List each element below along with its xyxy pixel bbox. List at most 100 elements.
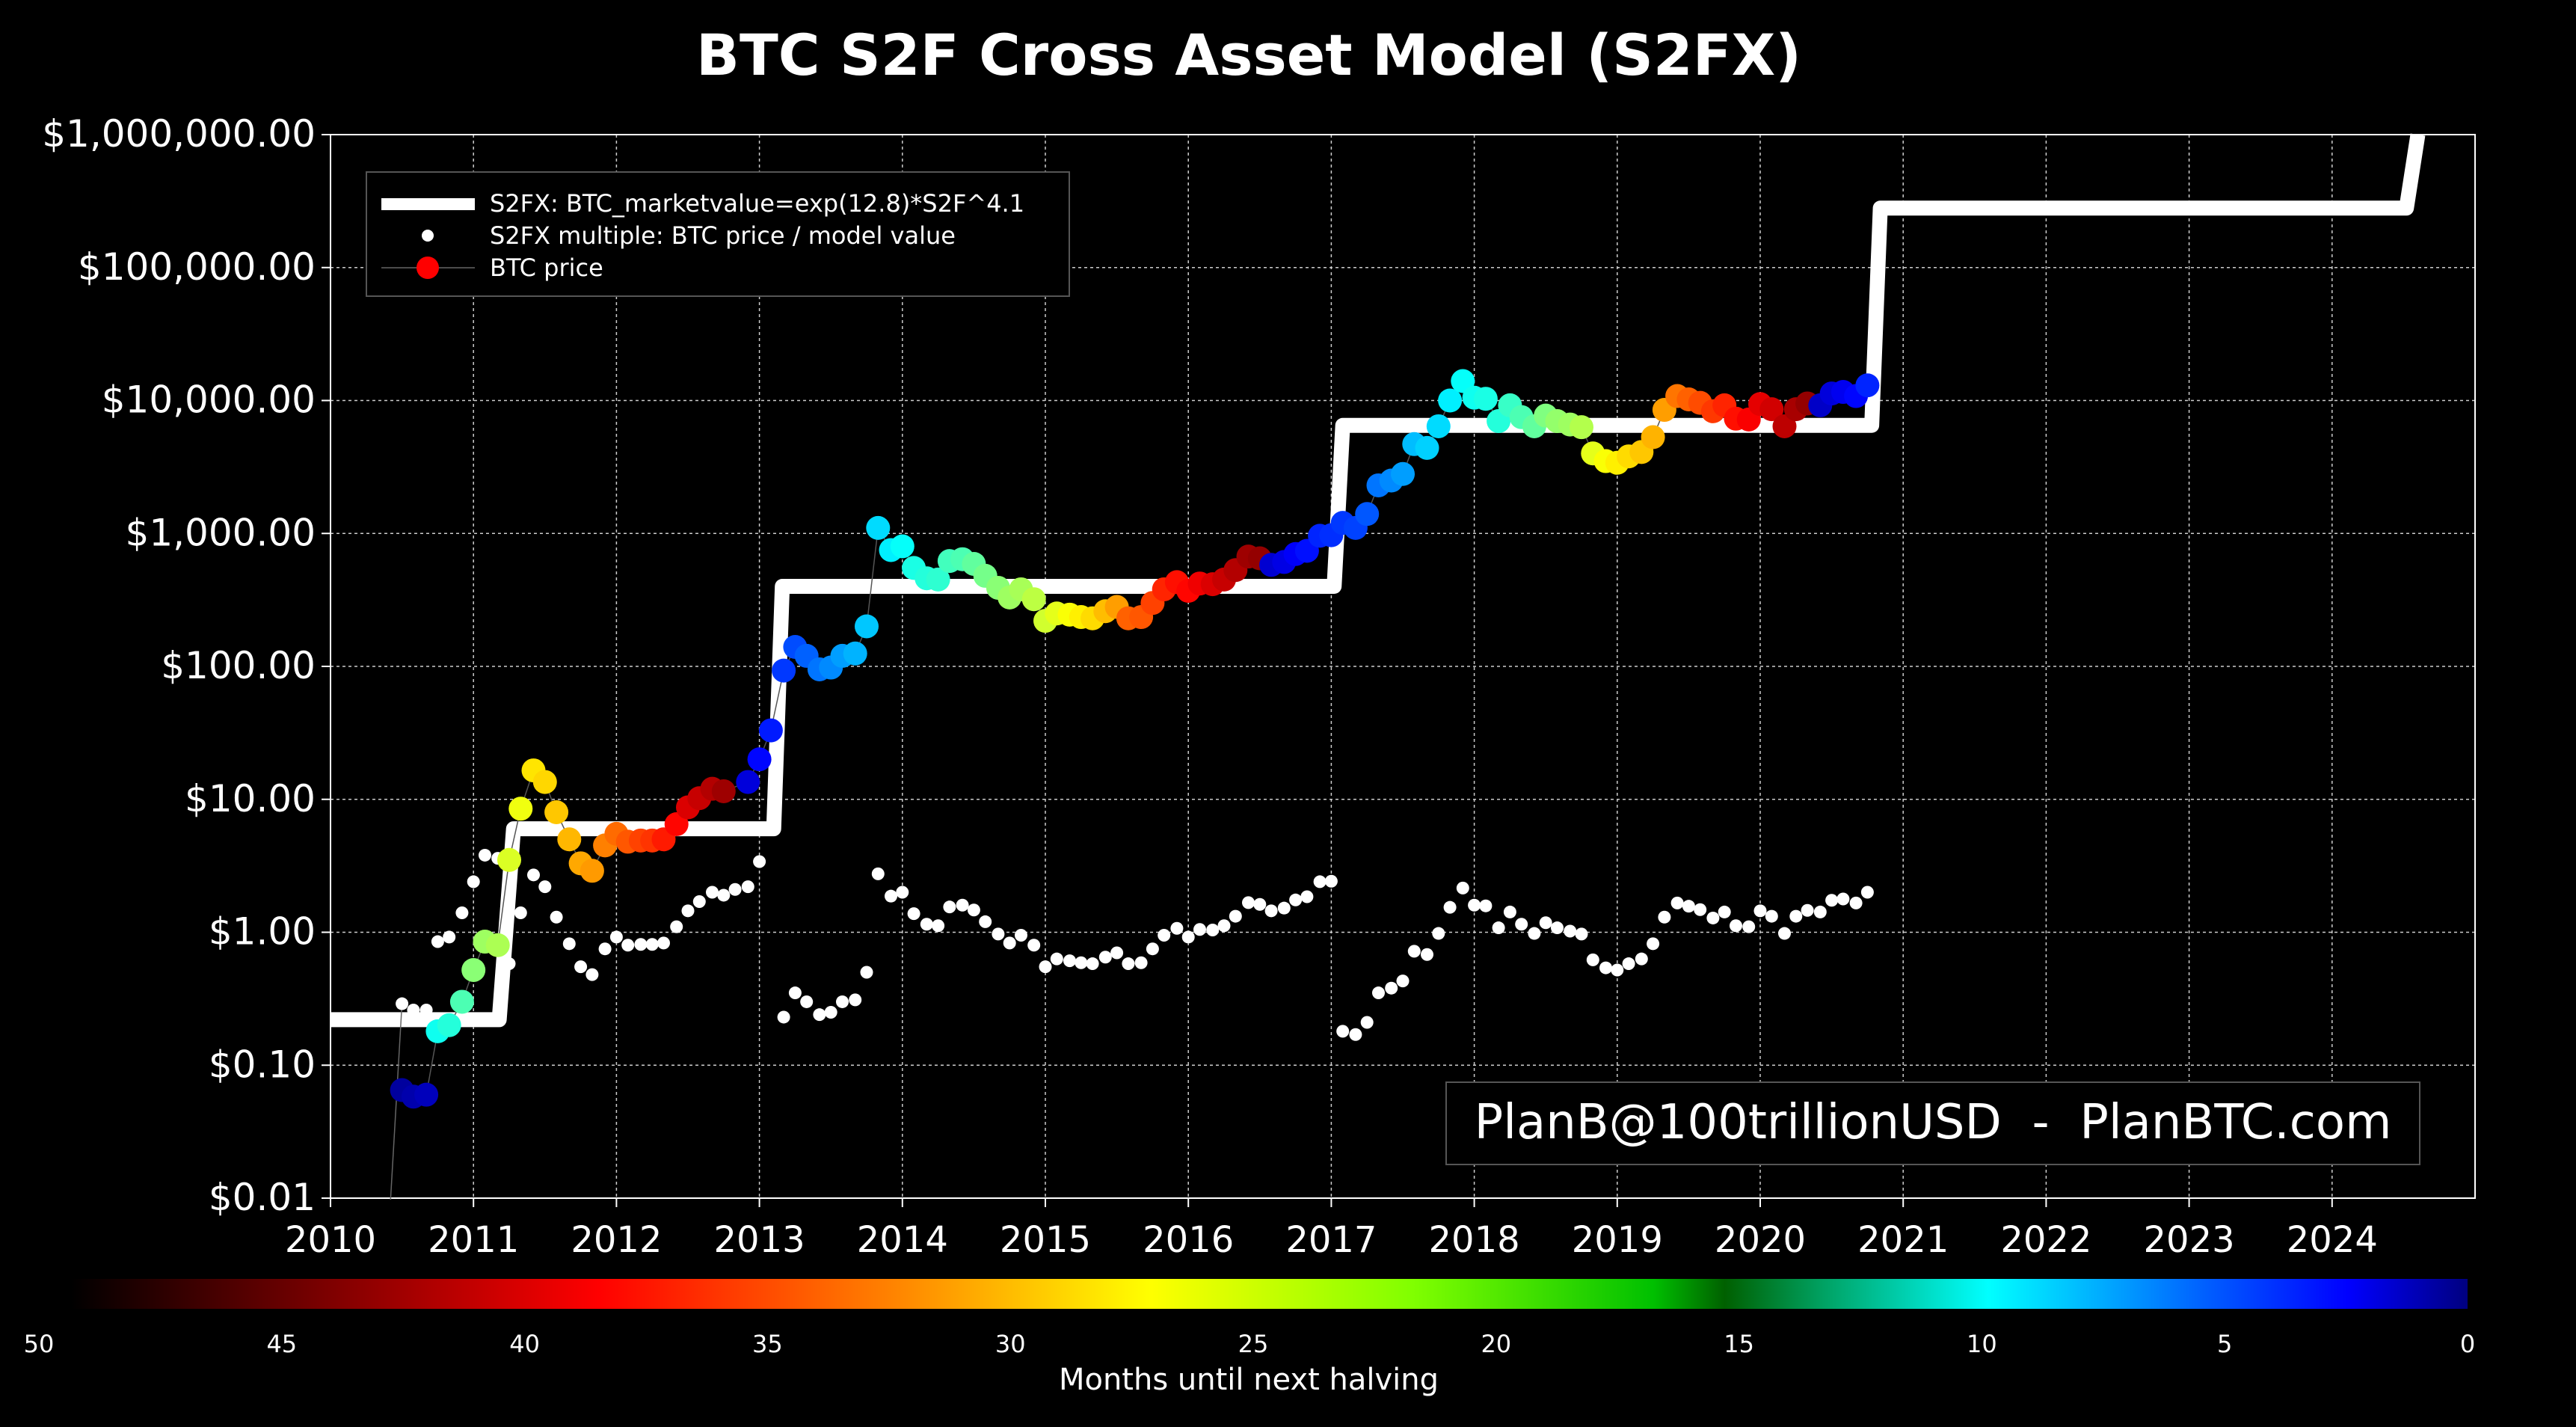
multiple-point bbox=[1515, 918, 1528, 931]
colorbar-label: Months until next halving bbox=[1059, 1363, 1439, 1397]
x-tick-label: 2019 bbox=[1572, 1219, 1663, 1261]
price-point bbox=[1759, 397, 1784, 422]
multiple-point bbox=[550, 910, 563, 924]
multiple-point bbox=[1778, 927, 1792, 940]
multiple-point bbox=[1098, 951, 1112, 964]
watermark: PlanB@100trillionUSD - PlanBTC.com bbox=[1445, 1081, 2420, 1165]
multiple-point bbox=[1181, 930, 1195, 944]
multiple-point bbox=[455, 906, 469, 920]
price-point bbox=[1426, 414, 1451, 438]
x-tick-label: 2020 bbox=[1715, 1219, 1806, 1261]
y-tick-label: $0.10 bbox=[209, 1043, 316, 1086]
x-tick-label: 2023 bbox=[2144, 1219, 2235, 1261]
legend-box bbox=[366, 171, 1070, 297]
price-point bbox=[1641, 425, 1665, 449]
multiple-point bbox=[1599, 961, 1613, 975]
price-point bbox=[1021, 587, 1046, 612]
multiple-point bbox=[777, 1010, 790, 1024]
legend-label-multiple: S2FX multiple: BTC price / model value bbox=[490, 221, 956, 250]
price-layer bbox=[390, 369, 1880, 1109]
model-step-line bbox=[331, 133, 2426, 1028]
multiple-point bbox=[1789, 909, 1803, 923]
multiple-point bbox=[1682, 900, 1695, 913]
multiple-point bbox=[1421, 948, 1434, 961]
chart-title: BTC S2F Cross Asset Model (S2FX) bbox=[696, 22, 1801, 88]
x-tick-label: 2017 bbox=[1285, 1219, 1377, 1261]
multiple-point bbox=[502, 957, 516, 971]
multiple-point bbox=[907, 907, 920, 921]
x-tick-label: 2011 bbox=[428, 1219, 519, 1261]
x-tick-label: 2022 bbox=[2000, 1219, 2091, 1261]
multiple-point bbox=[956, 898, 969, 912]
multiple-point bbox=[1027, 939, 1041, 952]
colorbar-tick-label: 25 bbox=[1238, 1330, 1269, 1358]
multiple-point bbox=[860, 966, 873, 979]
multiple-point bbox=[1432, 927, 1445, 940]
multiple-point bbox=[1718, 905, 1731, 918]
multiple-point bbox=[478, 848, 491, 862]
price-point bbox=[736, 770, 760, 794]
x-tick-label: 2016 bbox=[1143, 1219, 1234, 1261]
price-point bbox=[1772, 414, 1797, 438]
price-point bbox=[437, 1013, 461, 1037]
legend-label-price: BTC price bbox=[490, 254, 603, 282]
colorbar-tick-label: 5 bbox=[2217, 1330, 2232, 1358]
multiple-point bbox=[706, 886, 719, 899]
price-point bbox=[580, 859, 604, 883]
colorbar-tick-label: 0 bbox=[2460, 1330, 2475, 1358]
colorbar-tick-label: 30 bbox=[995, 1330, 1026, 1358]
multiple-point bbox=[1003, 936, 1016, 950]
multiple-point bbox=[1564, 924, 1577, 938]
multiple-point bbox=[1075, 956, 1088, 969]
multiple-point bbox=[1324, 874, 1338, 888]
price-point bbox=[1355, 502, 1380, 527]
price-point bbox=[508, 797, 533, 821]
multiple-point bbox=[1528, 927, 1541, 940]
multiple-point bbox=[1801, 903, 1814, 917]
multiple-point bbox=[1289, 893, 1303, 906]
multiple-point bbox=[1860, 886, 1874, 899]
price-point bbox=[1391, 461, 1415, 486]
multiple-point bbox=[634, 938, 648, 951]
multiple-point bbox=[585, 968, 599, 981]
price-point bbox=[926, 567, 950, 592]
x-tick-label: 2024 bbox=[2287, 1219, 2378, 1261]
legend-dot-price bbox=[416, 257, 439, 279]
x-tick-label: 2021 bbox=[1857, 1219, 1949, 1261]
x-tick-label: 2012 bbox=[571, 1219, 662, 1261]
multiple-point bbox=[992, 927, 1005, 941]
multiple-point bbox=[1575, 927, 1588, 941]
multiple-point bbox=[788, 986, 802, 1000]
multiple-point bbox=[1729, 919, 1742, 933]
colorbar-tick-label: 45 bbox=[266, 1330, 297, 1358]
multiple-point bbox=[1300, 890, 1314, 903]
colorbar-tick-label: 50 bbox=[24, 1330, 55, 1358]
multiple-point bbox=[621, 939, 635, 952]
colorbar: 50 45 40 35 30 25 20 15 10 5 0 Months until next h… bbox=[24, 1279, 2475, 1397]
price-point bbox=[544, 800, 569, 824]
multiple-point bbox=[1206, 923, 1220, 936]
y-tick-label: $10.00 bbox=[185, 777, 316, 820]
multiple-point bbox=[1825, 894, 1839, 907]
multiple-point bbox=[800, 995, 814, 1008]
multiple-point bbox=[813, 1008, 826, 1022]
multiple-point bbox=[1277, 901, 1291, 915]
multiple-point bbox=[609, 930, 623, 944]
multiple-point bbox=[1242, 896, 1255, 909]
price-point bbox=[866, 515, 891, 540]
multiple-point bbox=[1336, 1025, 1350, 1038]
price-point bbox=[1570, 415, 1593, 440]
multiple-point bbox=[717, 889, 731, 902]
multiple-point bbox=[407, 1003, 420, 1016]
multiple-point bbox=[1360, 1016, 1374, 1029]
multiple-connector-line bbox=[390, 1004, 403, 1200]
y-tick-label: $100.00 bbox=[161, 644, 316, 687]
price-point bbox=[1415, 435, 1439, 460]
multiple-point bbox=[1694, 903, 1707, 916]
multiple-point bbox=[1264, 904, 1278, 918]
multiple-point bbox=[885, 889, 898, 903]
multiple-point bbox=[574, 960, 588, 974]
x-axis: 2010 2011 2012 2013 2014 2015 2016 2017 2018 2019… bbox=[285, 1198, 2378, 1261]
colorbar-gradient bbox=[71, 1279, 2468, 1309]
